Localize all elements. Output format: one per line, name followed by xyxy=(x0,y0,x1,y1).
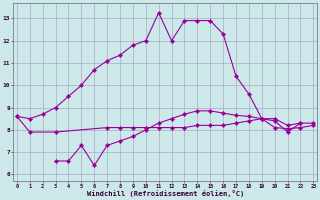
X-axis label: Windchill (Refroidissement éolien,°C): Windchill (Refroidissement éolien,°C) xyxy=(86,190,244,197)
